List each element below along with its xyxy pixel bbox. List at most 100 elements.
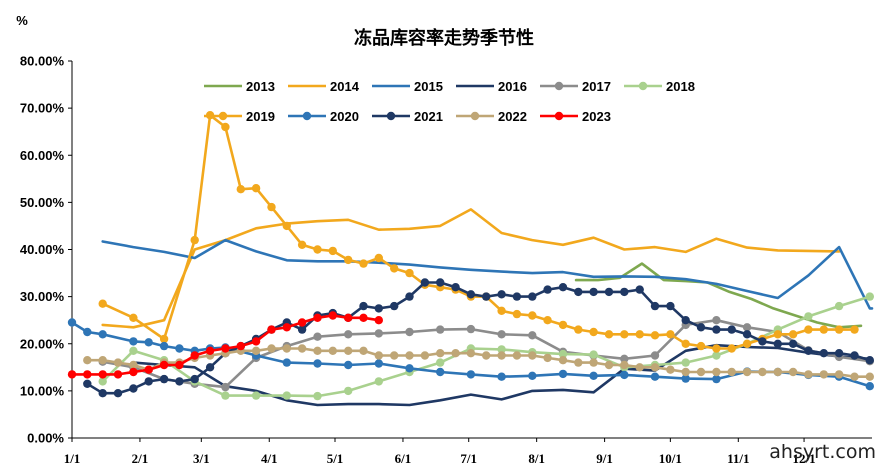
- data-point: [834, 370, 844, 379]
- data-point: [374, 304, 383, 313]
- data-point: [267, 344, 276, 353]
- data-point: [819, 370, 828, 379]
- series-line: [86, 281, 872, 395]
- data-point: [804, 346, 813, 355]
- legend-label: 2016: [498, 79, 527, 94]
- data-point: [558, 369, 568, 379]
- x-tick-label: 12/1: [792, 451, 815, 466]
- legend-item-2014: 2014: [288, 79, 360, 94]
- data-point: [359, 346, 368, 355]
- data-point: [328, 311, 337, 320]
- legend-label: 2020: [330, 109, 359, 124]
- legend-label: 2023: [582, 109, 611, 124]
- data-point: [742, 323, 752, 332]
- data-point: [297, 344, 307, 353]
- data-point: [804, 370, 813, 379]
- legend-label: 2014: [330, 79, 360, 94]
- data-point: [834, 301, 844, 311]
- y-tick-label: 30.00%: [20, 289, 65, 304]
- data-point: [865, 382, 874, 391]
- data-point: [175, 377, 184, 386]
- data-point: [405, 364, 414, 373]
- data-point: [819, 349, 828, 358]
- series-line: [86, 347, 872, 379]
- legend-marker: [638, 81, 648, 91]
- x-tick-label: 2/1: [132, 451, 149, 466]
- data-point: [497, 351, 506, 360]
- data-point: [650, 351, 660, 360]
- data-point: [712, 344, 721, 353]
- legend-label: 2022: [498, 109, 527, 124]
- x-tick-label: 11/1: [727, 451, 749, 466]
- y-tick-label: 0.00%: [27, 431, 64, 446]
- data-point: [251, 391, 261, 400]
- data-point: [359, 301, 368, 311]
- data-point: [773, 367, 782, 377]
- series-2023: [67, 311, 383, 379]
- data-point: [405, 327, 414, 337]
- data-point: [205, 346, 215, 355]
- data-point: [205, 363, 215, 372]
- data-point: [681, 316, 690, 325]
- data-point: [83, 327, 92, 337]
- y-tick-label: 70.00%: [20, 101, 65, 116]
- legend-marker: [470, 111, 480, 121]
- data-point: [574, 358, 583, 367]
- data-point: [328, 246, 337, 256]
- data-point: [282, 358, 291, 367]
- legend-item-2013: 2013: [204, 79, 275, 94]
- y-tick-label: 80.00%: [20, 54, 65, 69]
- watermark: ahsyrt.com: [769, 441, 876, 463]
- data-point: [129, 313, 138, 322]
- data-point: [420, 278, 430, 287]
- data-point: [865, 372, 874, 381]
- data-point: [742, 330, 752, 339]
- data-point: [589, 358, 598, 367]
- series-line: [101, 318, 872, 389]
- x-tick-label: 10/1: [659, 451, 682, 466]
- legend-marker: [218, 111, 228, 121]
- data-point: [727, 325, 736, 334]
- data-point: [221, 122, 230, 132]
- data-point: [773, 339, 782, 348]
- data-point: [635, 285, 644, 294]
- data-point: [221, 391, 230, 400]
- data-point: [788, 367, 798, 377]
- legend-item-2018: 2018: [624, 79, 695, 94]
- data-point: [850, 372, 859, 381]
- data-point: [390, 301, 399, 311]
- series-line: [101, 238, 874, 310]
- data-point: [620, 287, 629, 297]
- data-point: [620, 370, 629, 380]
- data-point: [742, 339, 752, 348]
- data-point: [528, 371, 537, 380]
- data-point: [850, 325, 859, 334]
- data-point: [344, 313, 353, 322]
- data-point: [558, 320, 568, 330]
- x-tick-label: 1/1: [64, 451, 81, 466]
- data-point: [589, 371, 598, 380]
- data-point: [190, 235, 199, 245]
- data-point: [589, 350, 598, 359]
- data-point: [344, 346, 353, 355]
- data-point: [190, 351, 199, 360]
- legend-marker: [386, 111, 396, 121]
- legend-item-2023: 2023: [540, 109, 611, 124]
- data-point: [834, 325, 844, 334]
- data-point: [497, 306, 506, 315]
- data-point: [650, 301, 660, 311]
- legend-label: 2015: [414, 79, 443, 94]
- data-point: [512, 351, 522, 360]
- data-point: [221, 382, 230, 392]
- data-point: [251, 184, 261, 193]
- legend-item-2017: 2017: [540, 79, 611, 94]
- data-point: [390, 264, 399, 273]
- data-point: [98, 299, 107, 308]
- data-point: [466, 370, 476, 379]
- series-2015: [101, 238, 874, 310]
- data-point: [528, 331, 537, 340]
- data-point: [558, 283, 568, 292]
- data-point: [589, 287, 598, 297]
- data-point: [727, 344, 736, 353]
- data-point: [834, 349, 844, 358]
